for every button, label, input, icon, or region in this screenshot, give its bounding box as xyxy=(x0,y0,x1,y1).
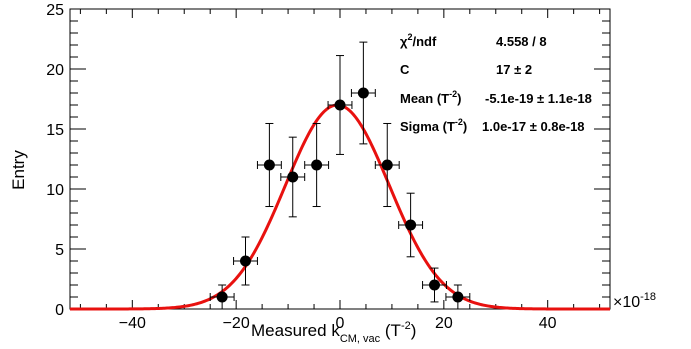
x-tick-label: 0 xyxy=(336,315,345,332)
data-point xyxy=(405,219,417,231)
data-point xyxy=(216,291,228,303)
data-point xyxy=(287,171,299,183)
data-point xyxy=(334,99,346,111)
y-tick-label: 10 xyxy=(46,182,64,199)
stat-value: 17 ± 2 xyxy=(496,62,532,77)
x-tick-label: −40 xyxy=(119,315,146,332)
data-point xyxy=(429,279,440,291)
data-point xyxy=(357,87,369,99)
stat-name: Sigma (T-2) xyxy=(400,117,467,134)
y-tick-label: 20 xyxy=(46,62,64,79)
stat-name: C xyxy=(400,62,410,77)
axis-ticks: −40 −20 0 20 40 0 5 10 15 20 25 xyxy=(46,2,610,332)
y-axis-label: Entry xyxy=(9,150,28,190)
y-tick-label: 25 xyxy=(46,2,64,19)
data-points xyxy=(209,41,471,310)
stats-box: χ2/ndf 4.558 / 8 C 17 ± 2 Mean (T-2) -5.1e-19… xyxy=(400,32,592,134)
y-tick-label: 0 xyxy=(55,302,64,319)
x-axis-multiplier: ×10-18 xyxy=(613,291,656,311)
data-point xyxy=(311,159,323,171)
x-tick-label: 40 xyxy=(539,315,557,332)
plot-frame xyxy=(69,8,611,310)
x-tick-label: 20 xyxy=(435,315,453,332)
data-point xyxy=(240,255,251,267)
data-point xyxy=(381,159,393,171)
stat-value: 4.558 / 8 xyxy=(496,34,547,49)
stat-name: χ2/ndf xyxy=(400,32,437,49)
stat-name: Mean (T-2) xyxy=(400,89,461,106)
data-point xyxy=(263,159,275,171)
x-axis-label: Measured kCM, vac (T-2) xyxy=(251,320,416,345)
y-tick-label: 5 xyxy=(55,242,64,259)
data-point xyxy=(452,291,464,303)
y-tick-label: 15 xyxy=(46,122,64,139)
stat-value: 1.0e-17 ± 0.8e-18 xyxy=(482,119,585,134)
x-tick-label: −20 xyxy=(223,315,250,332)
stat-value: -5.1e-19 ± 1.1e-18 xyxy=(485,91,592,106)
